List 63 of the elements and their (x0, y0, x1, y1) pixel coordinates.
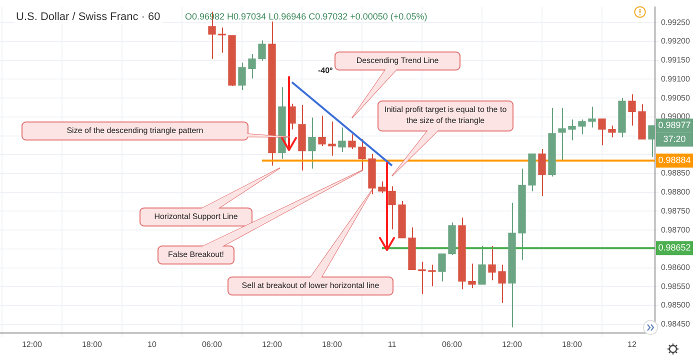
candlestick (428, 264, 436, 287)
chart-title: U.S. Dollar / Swiss Franc · 60 (16, 11, 160, 24)
x-tick-label: 12:00 (262, 340, 283, 350)
candlestick (608, 125, 616, 138)
candlestick (238, 62, 246, 91)
candlestick (338, 126, 346, 152)
text: 37:20 (663, 134, 686, 144)
candlestick (538, 148, 546, 197)
x-tick-label: 06:00 (202, 340, 223, 350)
candlestick (348, 134, 356, 150)
y-tick-label: 0.99050 (661, 93, 690, 102)
y-tick-label: 0.98600 (661, 262, 690, 272)
candlestick (598, 118, 606, 146)
candlestick (468, 263, 476, 289)
x-tick-label: 18:00 (322, 340, 343, 350)
candlestick (318, 115, 326, 146)
annotation: -40º (318, 66, 333, 76)
candlestick (248, 53, 256, 79)
x-tick-label: 06:00 (442, 340, 463, 350)
candlestick (558, 107, 566, 162)
candlestick (488, 245, 496, 281)
y-tick-label: 0.98700 (661, 225, 690, 234)
y-tick-label: 0.98850 (661, 168, 690, 178)
y-tick-label: 0.99100 (661, 74, 690, 84)
candlestick (438, 253, 446, 282)
annotation: False Breakout! (166, 249, 226, 260)
x-tick-label: 12:00 (22, 340, 43, 350)
speech-bubble: Initial profit target is equal to the to the size of the triangle (377, 100, 514, 177)
candlestick (568, 119, 576, 141)
candlestick (308, 117, 316, 170)
x-tick-label: 11 (388, 340, 397, 350)
x-tick-label: 12:00 (502, 340, 523, 350)
y-tick-label: 0.98800 (661, 188, 690, 197)
candlestick (388, 186, 396, 230)
data-label: 0.98652 (658, 242, 691, 253)
annotation: Horizontal Support Line (153, 211, 239, 222)
y-tick-label: 0.99250 (661, 18, 690, 27)
data-label: 0.98884 (658, 155, 691, 166)
x-tick-label: 10 (148, 340, 157, 350)
candlestick (578, 119, 586, 135)
candlestick (258, 40, 266, 62)
annotation: Sell at breakout of lower horizontal line (240, 280, 380, 291)
y-tick-label: 0.98450 (661, 320, 690, 329)
candlestick (478, 245, 486, 285)
annotation: Initial profit target is equal to the to the size of the triangle (383, 104, 508, 126)
x-tick-label: 12 (628, 340, 637, 350)
y-tick-label: 0.99150 (661, 56, 690, 65)
y-tick-label: 0.98550 (661, 282, 690, 291)
y-tick-label: 0.99200 (661, 36, 690, 46)
candlestick (218, 27, 226, 54)
candlestick (378, 180, 386, 194)
candlestick (498, 264, 506, 304)
candlestick (358, 138, 366, 171)
x-tick-label: 18:00 (82, 340, 103, 350)
candlestick (328, 120, 336, 156)
annotation: Size of the descending triangle pattern (66, 125, 204, 136)
x-tick-label: 18:00 (562, 340, 583, 350)
annotation: Descending Trend Line (355, 55, 440, 66)
y-tick-label: 0.98500 (661, 300, 690, 310)
annotation: 0.98977 (658, 120, 691, 130)
candlestick (628, 94, 636, 126)
candlestick (588, 106, 596, 128)
y-tick-label: 0.98750 (661, 206, 690, 216)
